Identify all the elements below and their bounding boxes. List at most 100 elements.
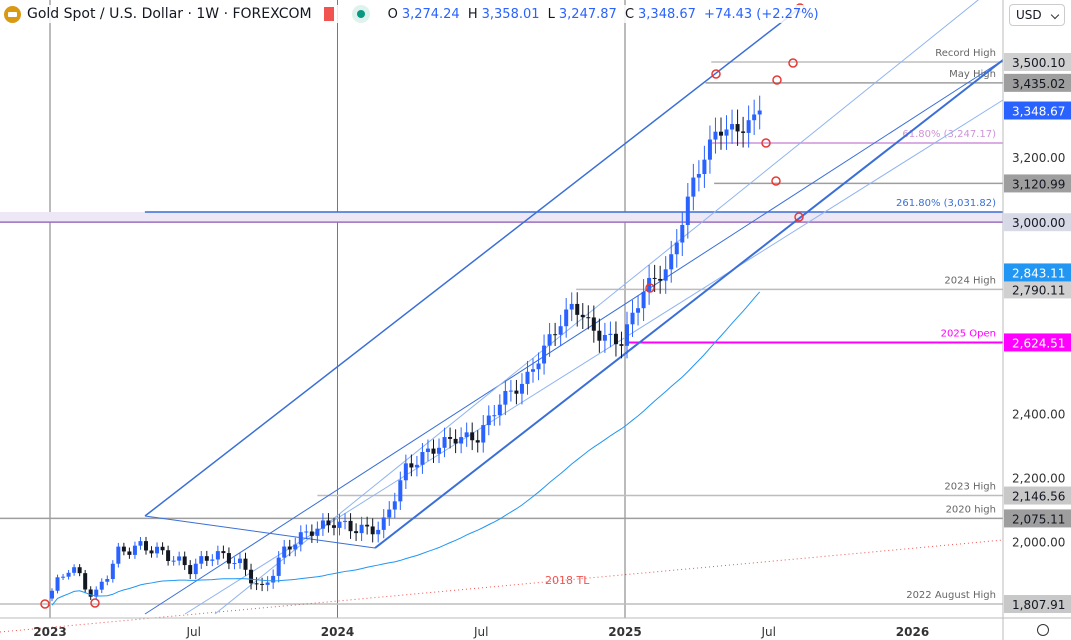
level-price-tag: 2,624.51 — [1012, 336, 1065, 350]
level-price-tag-bg — [1004, 53, 1071, 71]
candle-body — [127, 551, 132, 555]
pivot-marker — [90, 598, 100, 608]
close-label: C — [624, 6, 635, 22]
time-tick-label: Jul — [473, 625, 488, 639]
candle-body — [343, 520, 348, 522]
candle-body — [602, 335, 607, 341]
candle-body — [647, 277, 652, 292]
trend-line — [144, 515, 376, 549]
candle-body — [55, 577, 60, 591]
pivot-marker — [761, 138, 771, 148]
gold-logo-icon — [4, 5, 21, 23]
candle-body — [188, 565, 193, 575]
time-tick-label: 2026 — [896, 625, 929, 639]
candle-body — [99, 581, 104, 590]
candle-body — [221, 551, 226, 554]
candle-body — [88, 589, 93, 597]
level-label: 2020 high — [946, 504, 996, 515]
candle-body — [746, 120, 751, 133]
high-label: H — [467, 6, 478, 22]
candle-body — [420, 452, 425, 465]
moving-average-line — [51, 291, 761, 606]
high-value: 3,358.01 — [481, 6, 540, 22]
currency-select[interactable]: USD — [1009, 4, 1065, 26]
candle-body — [691, 177, 696, 197]
candle-body — [309, 531, 314, 536]
candle-body — [403, 463, 408, 481]
candle-body — [50, 590, 54, 599]
candle-body — [315, 528, 320, 536]
candle-body — [437, 447, 442, 454]
level-price-tag: 3,435.02 — [1012, 77, 1065, 91]
candle-body — [110, 563, 115, 580]
candle-body — [243, 558, 248, 570]
candle-body — [143, 541, 148, 551]
candle-body — [514, 390, 519, 394]
level-price-tag-bg — [1004, 486, 1071, 505]
level-label: 261.80% (3,031.82) — [896, 198, 996, 209]
candle-body — [680, 224, 685, 243]
candle-body — [326, 520, 331, 526]
level-price-tag: 3,120.99 — [1012, 177, 1065, 191]
candle-body — [553, 334, 558, 336]
candle-body — [337, 521, 342, 528]
price-tick-label: 2,200.00 — [1012, 471, 1065, 485]
candle-body — [481, 425, 486, 443]
level-price-tag-bg — [1004, 213, 1071, 232]
candle-body — [398, 480, 403, 502]
candle-body — [575, 303, 580, 315]
candle-body — [254, 583, 259, 585]
candle-body — [381, 517, 386, 530]
level-price-tag: 3,500.10 — [1012, 56, 1065, 70]
level-label: 2023 High — [944, 482, 996, 493]
candle-body — [569, 303, 574, 310]
candle-body — [414, 464, 419, 468]
candle-body — [448, 437, 453, 439]
candle-body — [304, 531, 309, 533]
candle-body — [182, 556, 187, 566]
candle-body — [204, 556, 209, 561]
candle-body — [735, 124, 740, 132]
candle-body — [652, 277, 657, 279]
candle-body — [464, 432, 469, 438]
candle-body — [453, 438, 458, 444]
time-tick-label: Jul — [186, 625, 201, 639]
candle-body — [177, 556, 182, 561]
candle-body — [359, 524, 364, 534]
channel-line — [144, 59, 1004, 615]
candle-body — [630, 312, 635, 325]
candle-body — [155, 546, 160, 554]
level-label: May High — [949, 69, 996, 80]
candle-body — [72, 567, 77, 573]
candle-body — [608, 333, 613, 336]
channel-line — [214, 0, 979, 615]
candle-body — [276, 557, 281, 576]
candle-body — [287, 546, 292, 550]
candle-body — [713, 131, 718, 140]
candle-body — [61, 576, 66, 578]
candle-body — [260, 583, 265, 585]
last-price-tag: 3,348.67 — [1012, 105, 1065, 119]
candle-body — [636, 308, 641, 313]
candle-body — [237, 558, 242, 564]
candle-body — [674, 242, 679, 255]
candle-body — [354, 531, 359, 534]
candle-body — [376, 529, 381, 535]
candle-body — [531, 369, 536, 372]
candle-body — [475, 440, 480, 443]
fib-zone — [0, 211, 1003, 223]
candle-body — [641, 291, 646, 309]
low-label: L — [547, 6, 555, 22]
market-status-icon — [323, 7, 334, 21]
candle-body — [149, 550, 154, 554]
candle-body — [132, 545, 137, 555]
level-price-tag-bg — [1004, 509, 1071, 528]
pivot-marker — [794, 212, 804, 222]
symbol-title[interactable]: Gold Spot / U.S. Dollar · 1W · FOREXCOM — [27, 6, 312, 22]
open-value: 3,274.24 — [401, 6, 460, 22]
candle-body — [105, 579, 110, 582]
settings-icon[interactable] — [1037, 624, 1049, 636]
level-price-tag-bg — [1004, 595, 1071, 614]
pivot-marker — [40, 599, 50, 609]
